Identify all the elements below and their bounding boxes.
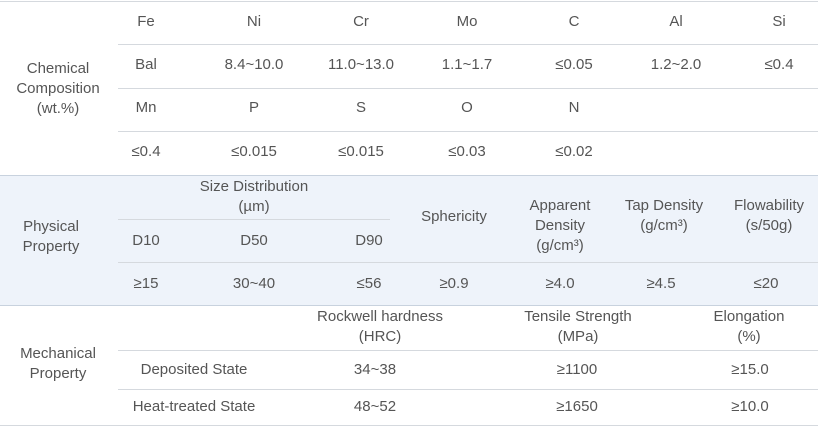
cell: 34~38: [353, 361, 397, 378]
cell: S: [355, 99, 367, 116]
cell: Bal: [135, 56, 157, 73]
cell: 1.1~1.7: [441, 56, 493, 73]
rule: [118, 219, 390, 220]
cell: ≤0.05: [555, 56, 593, 73]
cell: 30~40: [232, 275, 276, 292]
cell: ≤0.03: [448, 143, 486, 160]
cell: ≤0.4: [764, 56, 794, 73]
sub-header: D90: [355, 232, 383, 249]
cell: ≥0.9: [439, 275, 469, 292]
cell: ≥15.0: [731, 361, 769, 378]
rule: [0, 425, 818, 426]
cell: Mo: [456, 13, 478, 30]
section-label: Mechanical Property: [20, 345, 96, 382]
rule: [0, 305, 818, 306]
cell: ≤0.4: [131, 143, 161, 160]
cell: 1.2~2.0: [650, 56, 702, 73]
cell: ≤56: [356, 275, 382, 292]
cell: ≥4.0: [545, 275, 575, 292]
cell: ≤0.02: [555, 143, 593, 160]
cell: Fe: [137, 13, 155, 30]
sub-header: D50: [240, 232, 268, 249]
rule: [118, 350, 818, 351]
sub-header: D10: [132, 232, 160, 249]
column-header: Elongation (%): [713, 308, 785, 345]
column-header: Rockwell hardness (HRC): [317, 308, 443, 345]
column-header: Tap Density (g/cm³): [624, 197, 704, 234]
cell: 11.0~13.0: [327, 56, 395, 73]
rule: [118, 131, 818, 132]
column-header: Flowability (s/50g): [733, 197, 805, 234]
cell: ≥10.0: [731, 398, 769, 415]
cell: Al: [669, 13, 683, 30]
rule: [118, 262, 818, 263]
row-label: Deposited State: [140, 361, 248, 378]
cell: Si: [772, 13, 786, 30]
cell: 48~52: [353, 398, 397, 415]
row-label: Heat-treated State: [132, 398, 256, 415]
rule: [118, 88, 818, 89]
column-header: Sphericity: [421, 208, 487, 225]
section-label: Chemical Composition (wt.%): [16, 60, 100, 117]
section-label: Physical Property: [22, 218, 80, 255]
cell: N: [568, 99, 580, 116]
rule: [0, 175, 818, 176]
cell: 8.4~10.0: [224, 56, 284, 73]
rule: [0, 1, 818, 2]
cell: Cr: [353, 13, 369, 30]
cell: ≥1650: [556, 398, 598, 415]
cell: ≥15: [133, 275, 159, 292]
cell: ≤0.015: [338, 143, 384, 160]
cell: ≤20: [753, 275, 779, 292]
cell: Ni: [246, 13, 262, 30]
cell: O: [461, 99, 473, 116]
rule: [118, 389, 818, 390]
column-header: Tensile Strength (MPa): [524, 308, 632, 345]
column-header: Apparent Density (g/cm³): [529, 197, 591, 254]
cell: ≥4.5: [646, 275, 676, 292]
cell: ≥1100: [556, 361, 598, 378]
cell: Mn: [135, 99, 157, 116]
rule: [118, 44, 818, 45]
physical-band: [0, 175, 818, 305]
column-header: Size Distribution (µm): [199, 178, 309, 215]
cell: ≤0.015: [231, 143, 277, 160]
cell: C: [568, 13, 580, 30]
cell: P: [248, 99, 260, 116]
